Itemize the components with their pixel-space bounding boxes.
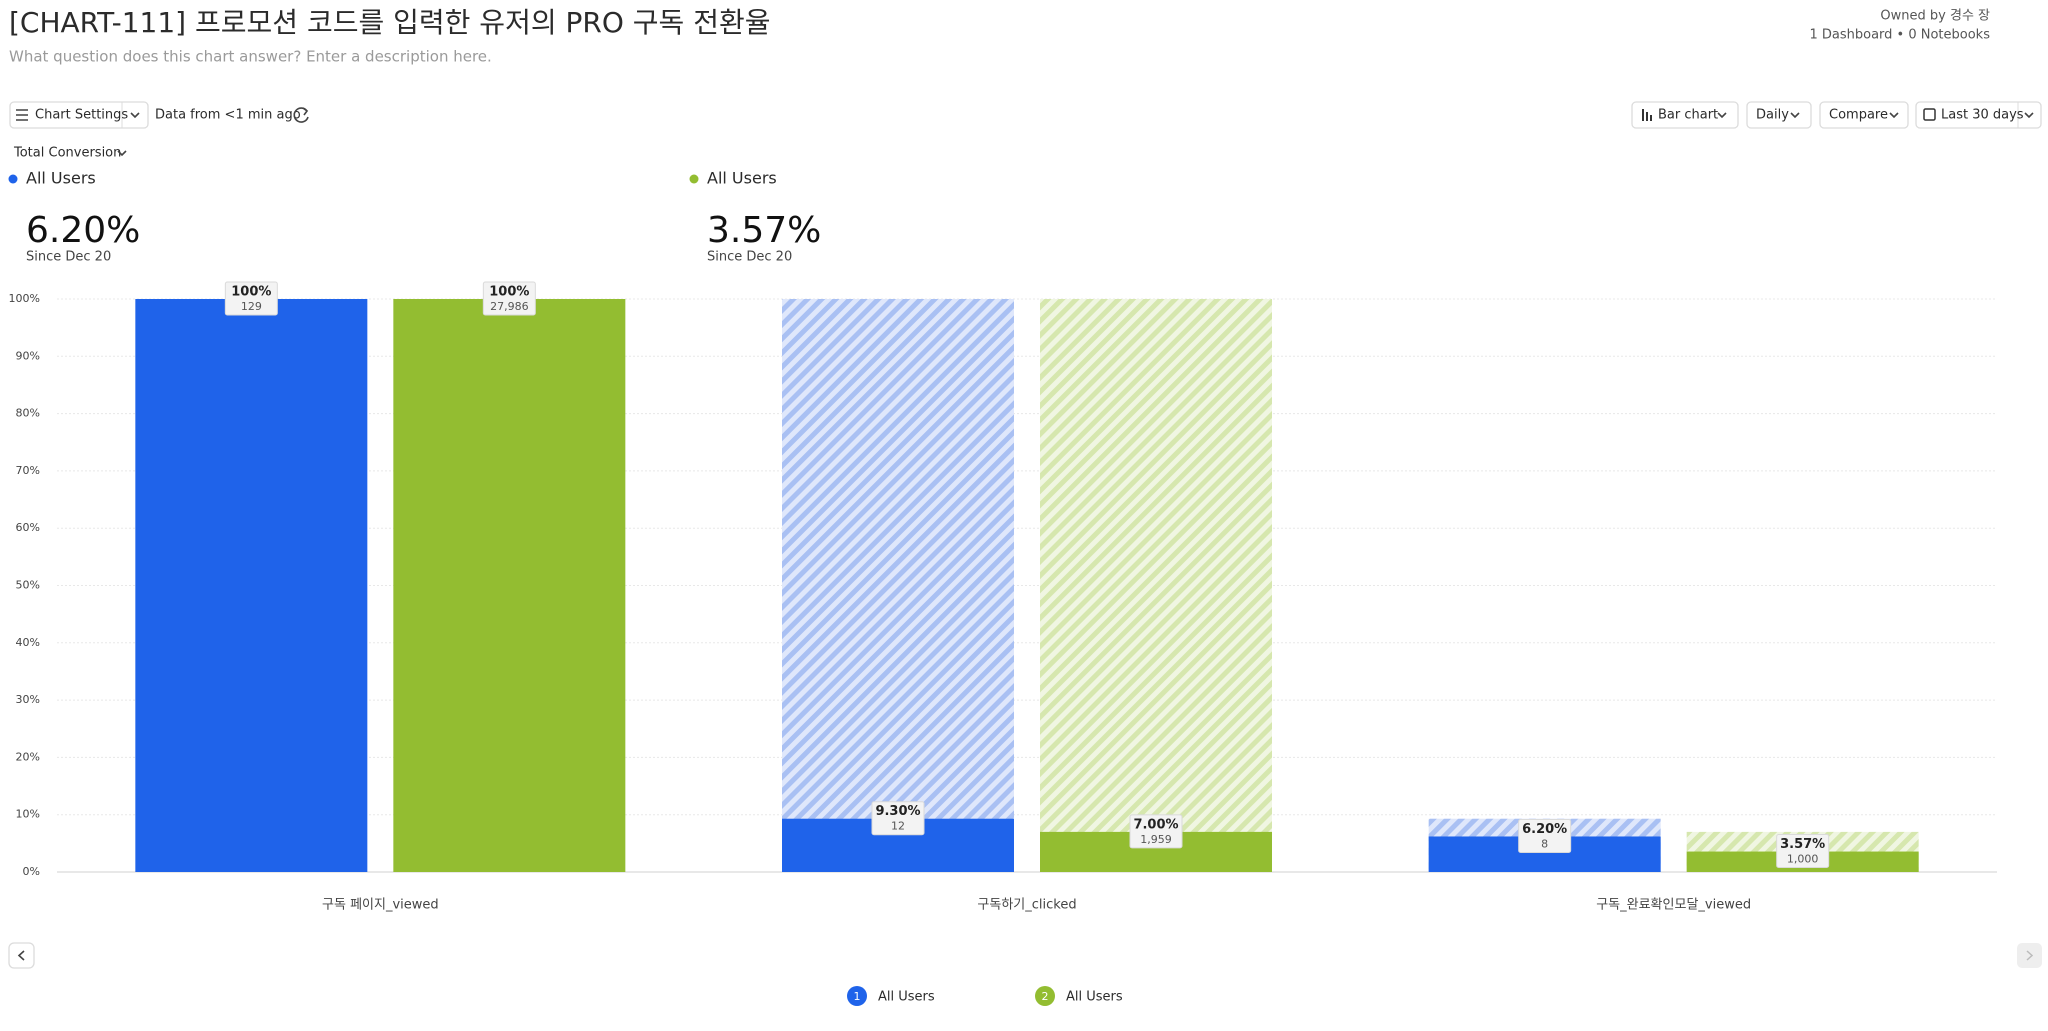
owner: Owned by 경수 장 <box>1880 9 1990 24</box>
data-label-count: 8 <box>1541 837 1548 850</box>
grid <box>57 298 1997 873</box>
y-tick-label: 60% <box>16 521 40 534</box>
x-tick-label: 구독_완료확인모달_viewed <box>1596 898 1751 913</box>
data-label-box <box>1518 818 1572 853</box>
y-tick-label: 80% <box>16 407 40 420</box>
previous-step-bar <box>1040 299 1272 872</box>
bottom-legend-label: All Users <box>1066 990 1123 1005</box>
data-label: 7.00%1,959 <box>1129 814 1183 849</box>
y-tick-label: 20% <box>16 750 40 763</box>
x-tick-label: 구독하기_clicked <box>977 898 1076 913</box>
data-label: 100%27,986 <box>482 281 536 316</box>
data-label-count: 1,959 <box>1140 833 1172 846</box>
x-tick-label: 구독 페이지_viewed <box>322 898 439 913</box>
title: [CHART-111] 프로모션 코드를 입력한 유저의 PRO 구독 전환율 <box>9 6 770 39</box>
compare-button[interactable]: Compare <box>1819 101 1909 129</box>
interval-label[interactable]: Daily <box>1756 108 1789 123</box>
data-label-value: 3.57% <box>1780 837 1825 852</box>
legend-badge-number: 1 <box>854 990 861 1003</box>
y-tick-label: 100% <box>9 292 40 305</box>
usage[interactable]: 1 Dashboard • 0 Notebooks <box>1809 28 1990 43</box>
range-button[interactable]: Last 30 days <box>1915 101 2042 129</box>
data-label-count: 12 <box>891 820 905 833</box>
y-tick-label: 70% <box>16 464 40 477</box>
legend-label: All Users <box>26 169 96 188</box>
legend-dot <box>689 174 699 184</box>
y-tick-label: 40% <box>16 636 40 649</box>
data-label: 6.20%8 <box>1518 818 1572 853</box>
data-label-box <box>871 801 925 836</box>
data-label-value: 100% <box>489 285 529 300</box>
range-label[interactable]: Last 30 days <box>1941 108 2024 123</box>
data-label-box <box>1129 814 1183 849</box>
previous-step-bar <box>782 299 1014 872</box>
y-tick-label: 10% <box>16 808 40 821</box>
data-label-value: 7.00% <box>1133 817 1178 832</box>
metric-dropdown[interactable]: Total Conversion <box>13 146 127 161</box>
legend-dot <box>8 174 18 184</box>
data-label-count: 1,000 <box>1787 853 1819 866</box>
refresh-button[interactable] <box>293 107 309 123</box>
description[interactable]: What question does this chart answer? En… <box>9 48 492 66</box>
legend-badge <box>1035 986 1055 1006</box>
bar <box>393 299 626 872</box>
y-tick-label: 50% <box>16 579 40 592</box>
compare-label[interactable]: Compare <box>1829 108 1888 123</box>
legend-badge-number: 2 <box>1042 990 1049 1003</box>
legend-badge <box>847 986 867 1006</box>
data-label: 100%129 <box>224 281 278 316</box>
data-label-box <box>224 281 278 316</box>
bar <box>135 299 368 872</box>
bottom-legend-label: All Users <box>878 990 935 1005</box>
y-tick-label: 90% <box>16 349 40 362</box>
summary-since: Since Dec 20 <box>26 250 111 265</box>
y-tick-label: 0% <box>23 865 40 878</box>
data-label-count: 27,986 <box>490 300 529 313</box>
nav-next[interactable] <box>2017 943 2042 968</box>
y-tick-label: 30% <box>16 693 40 706</box>
data-label-value: 9.30% <box>875 804 920 819</box>
interval-button[interactable]: Daily <box>1746 101 1812 129</box>
legend-label: All Users <box>707 169 777 188</box>
data-label-value: 100% <box>231 285 271 300</box>
data-label-value: 6.20% <box>1522 822 1567 837</box>
nav-prev[interactable] <box>8 942 35 969</box>
data-label-box <box>1776 834 1830 869</box>
summary-since: Since Dec 20 <box>707 250 792 265</box>
chart-settings-label[interactable]: Chart Settings <box>35 108 128 123</box>
freshness: Data from <1 min ago <box>155 108 301 123</box>
metric-label[interactable]: Total Conversion <box>13 146 121 161</box>
chart-type-button[interactable]: Bar chart <box>1631 101 1739 129</box>
summary-value: 6.20% <box>26 210 140 251</box>
chart-settings-button[interactable]: Chart Settings <box>9 101 149 129</box>
chart-type-label[interactable]: Bar chart <box>1658 108 1718 123</box>
data-label: 3.57%1,000 <box>1776 834 1830 869</box>
data-label: 9.30%12 <box>871 801 925 836</box>
summary-value: 3.57% <box>707 210 821 251</box>
data-label-count: 129 <box>241 300 262 313</box>
data-label-box <box>482 281 536 316</box>
